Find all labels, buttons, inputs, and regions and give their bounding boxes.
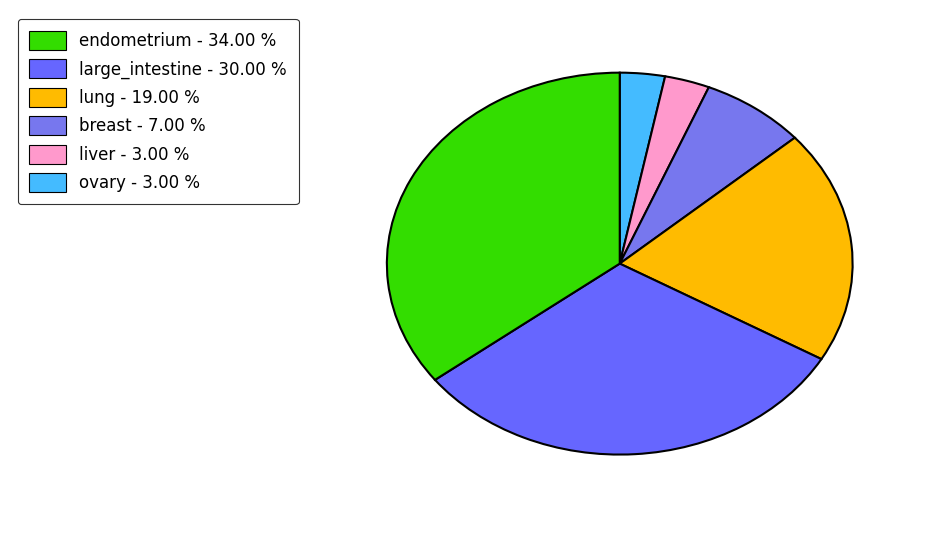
Wedge shape — [387, 73, 620, 380]
Wedge shape — [435, 264, 822, 455]
Legend: endometrium - 34.00 %, large_intestine - 30.00 %, lung - 19.00 %, breast - 7.00 : endometrium - 34.00 %, large_intestine -… — [18, 19, 299, 204]
Wedge shape — [620, 138, 853, 359]
Wedge shape — [620, 73, 665, 264]
Wedge shape — [620, 76, 709, 264]
Wedge shape — [620, 87, 794, 264]
